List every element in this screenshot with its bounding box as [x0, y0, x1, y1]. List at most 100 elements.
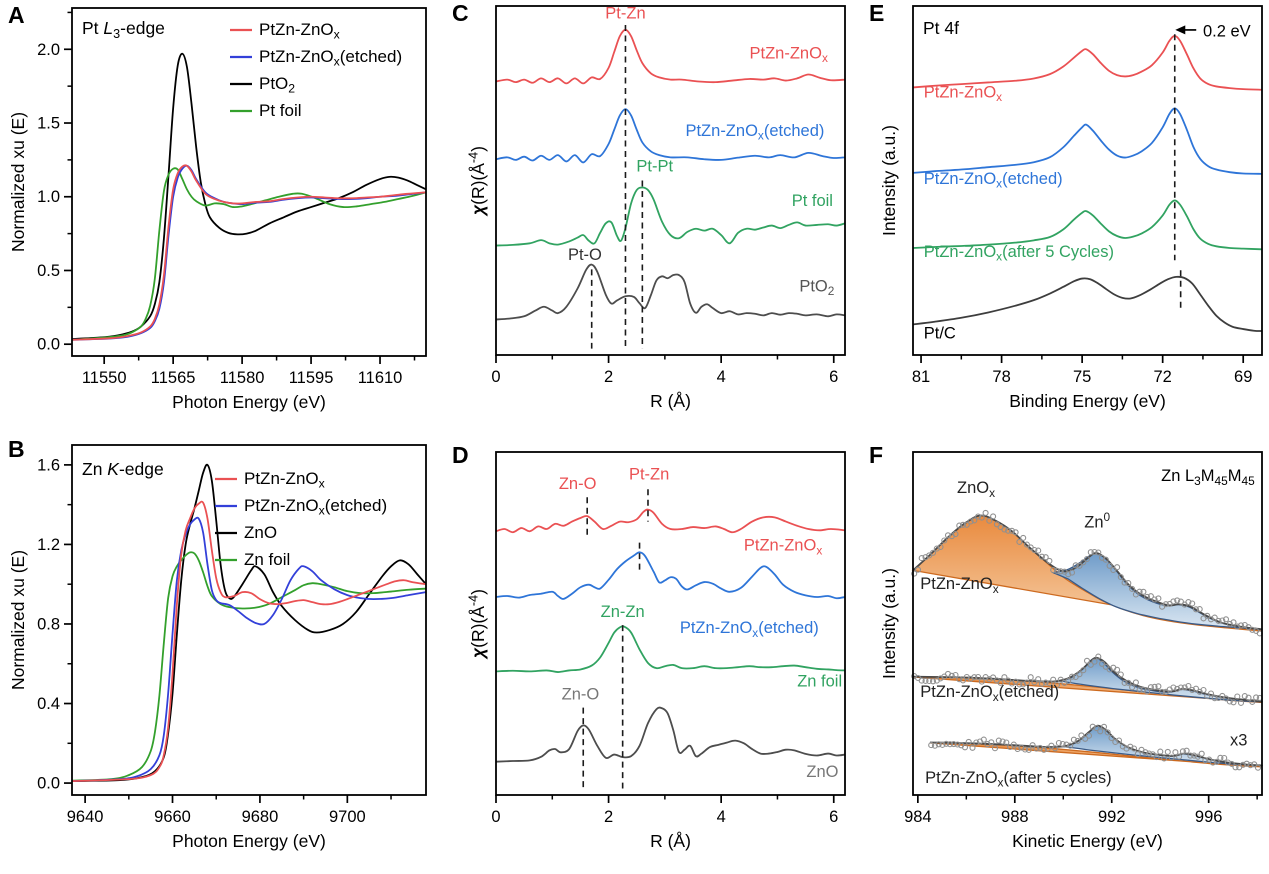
panel-D: 0 2 4 6 R (Å) χ(R)(Å-4) Zn-O Pt-Zn Zn-Zn Zn-O PtZn… [466, 451, 846, 851]
panel-letter-f: F [869, 442, 884, 468]
x-tick-label: 988 [1001, 808, 1029, 826]
curve-ZnO [495, 706, 846, 763]
annotation: ZnO [806, 763, 838, 781]
shift-arrow-head [1175, 25, 1186, 35]
x-tick-label: 72 [1153, 368, 1171, 386]
annotation: x3 [1230, 731, 1247, 749]
curve-PtZn-ZnOx [912, 35, 1263, 91]
x-tick-label: 6 [829, 808, 838, 826]
curve-PtZn-ZnOx-etched [912, 107, 1263, 175]
x-axis-label-F: Kinetic Energy (eV) [1012, 831, 1163, 851]
legend-A: PtZn-ZnOx PtZn-ZnOx(etched) PtO2 Pt foil [230, 20, 402, 120]
annotation: Pt-Zn [629, 466, 669, 484]
panel-letter-a: A [8, 2, 25, 28]
panel-F: 984 988 992 996 Kinetic Energy (eV) Intensity… [879, 451, 1263, 851]
x-tick-label: 81 [912, 368, 930, 386]
x-tick-label: 11565 [151, 369, 196, 387]
x-tick-label: 2 [604, 368, 613, 386]
y-axis-label-A: Normalized xu (E) [8, 112, 28, 252]
legend-label: Pt foil [259, 101, 302, 120]
curve-PtZn-ZnOx-etched [495, 108, 846, 164]
annotation: Zn-O [562, 686, 600, 704]
legend-label: PtZn-ZnOx [244, 469, 325, 491]
curve-PtZn-ZnOx-after-5-cycles [912, 199, 1263, 251]
annotation: PtZn-ZnOx(after 5 Cycles) [924, 243, 1114, 264]
panel-B: 9640 9660 9680 9700 0.0 0.4 0.8 1.2 1.6 Photon En… [8, 444, 427, 851]
panel-letter-b: B [8, 436, 25, 462]
annotation: Zn-O [559, 475, 597, 493]
annotation: PtZn-ZnOx(etched) [920, 683, 1059, 704]
plot-border-C [495, 5, 846, 356]
panel-A: 11550 11565 11580 11595 11610 0.0 0.5 1.0 1.5 2.0… [8, 7, 427, 412]
x-axis-label-C: R (Å) [650, 391, 691, 411]
legend-label: PtO2 [259, 74, 295, 96]
y-tick-label: 0.0 [37, 775, 60, 793]
annotation: PtZn-ZnOx [744, 537, 822, 558]
annotation: Pt/C [924, 324, 956, 342]
legend-label: Zn foil [244, 550, 290, 569]
annotation: Zn-Zn [601, 603, 645, 621]
y-tick-label: 0.4 [37, 695, 60, 713]
x-tick-label: 984 [904, 808, 932, 826]
panel-letter-e: E [869, 0, 885, 26]
curve-Zn-foil [495, 625, 846, 673]
panel-letter-c: C [452, 0, 469, 26]
legend-label: PtZn-ZnOx(etched) [244, 496, 387, 518]
panel-letter-d: D [452, 442, 469, 468]
y-tick-label: 0.8 [37, 615, 60, 633]
curve-Zn-foil [71, 551, 427, 782]
y-tick-label: 1.5 [37, 115, 60, 133]
curve-PtO2 [71, 52, 427, 340]
y-axis-label-B: Normalized xu (E) [8, 550, 28, 690]
scatter-envelope-1 [911, 509, 1263, 637]
x-tick-label: 9680 [242, 808, 279, 826]
x-tick-label: 11580 [220, 369, 265, 387]
y-tick-label: 1.2 [37, 536, 60, 554]
x-tick-label: 6 [829, 368, 838, 386]
panel-C: 0 2 4 6 R (Å) χ(R)(Å-4) Pt-Zn Pt-Pt Pt-O PtZn-ZnO… [466, 5, 846, 411]
curve-PtZn-ZnOx-etched [495, 551, 846, 600]
x-tick-label: 75 [1073, 368, 1091, 386]
x-tick-label: 2 [604, 808, 613, 826]
y-axis-label-C: χ(R)(Å-4) [466, 146, 488, 217]
curve-Pt-C [912, 275, 1263, 332]
y-tick-label: 0.5 [37, 262, 60, 280]
annotation: PtZn-ZnOx(after 5 cycles) [925, 769, 1112, 790]
scatter-envelope-2 [911, 653, 1263, 706]
annotation: PtZn-ZnOx(etched) [924, 170, 1063, 191]
y-tick-label: 0.0 [37, 336, 60, 354]
x-tick-label: 992 [1098, 808, 1126, 826]
annotation: Pt-O [568, 246, 602, 264]
x-tick-label: 4 [717, 808, 726, 826]
curve-Pt-foil [71, 167, 427, 341]
plot-border-E [912, 5, 1263, 356]
x-tick-label: 996 [1195, 808, 1223, 826]
x-tick-label: 11610 [358, 369, 403, 387]
curve-ZnO [71, 463, 427, 782]
annotation: PtZn-ZnOx [920, 575, 998, 596]
y-tick-label: 1.6 [37, 456, 60, 474]
x-tick-label: 4 [717, 368, 726, 386]
annotation: PtO2 [799, 278, 834, 299]
x-axis-label-B: Photon Energy (eV) [172, 831, 326, 851]
x-axis-label-E: Binding Energy (eV) [1009, 391, 1166, 411]
curve-PtZn-ZnOx [495, 28, 846, 85]
plot-border-F [912, 451, 1263, 796]
panel-title-A: Pt L3-edge [82, 18, 165, 41]
plot-border-D [495, 451, 846, 796]
annotation: PtZn-ZnOx [750, 44, 828, 65]
legend-label: ZnO [244, 523, 277, 542]
annotation: Zn foil [797, 673, 842, 691]
x-tick-label: 11595 [289, 369, 334, 387]
annotation: ZnOx [957, 479, 995, 500]
panel-title-B: Zn K-edge [82, 459, 164, 479]
x-tick-label: 0 [491, 808, 500, 826]
x-axis-label-D: R (Å) [650, 831, 691, 851]
y-tick-label: 1.0 [37, 188, 60, 206]
x-tick-label: 11550 [82, 369, 127, 387]
curve-envelope-3 [929, 724, 1263, 767]
curve-PtZn-ZnOx-etched [71, 516, 427, 782]
curve-PtO2 [495, 263, 846, 321]
x-tick-label: 9640 [67, 808, 104, 826]
